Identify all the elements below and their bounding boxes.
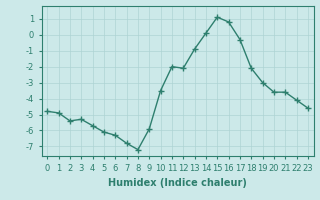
X-axis label: Humidex (Indice chaleur): Humidex (Indice chaleur) <box>108 178 247 188</box>
